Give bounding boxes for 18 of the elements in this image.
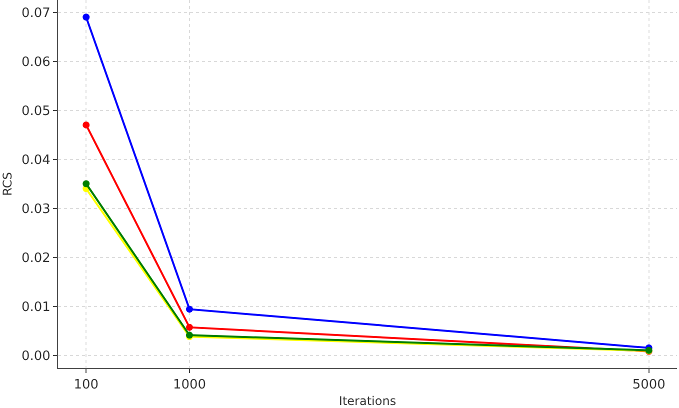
point [186,324,193,331]
point [186,306,193,313]
y-tick-label: 0.06 [21,54,50,70]
x-tick-label: 5000 [632,378,666,393]
point [82,14,90,21]
point [82,121,90,128]
x-tick-label: 100 [74,378,99,393]
y-tick-label: 0.04 [21,152,50,168]
x-tick-label: 1000 [172,378,206,393]
y-tick-label: 0.00 [21,348,50,364]
y-tick-label: 0.07 [21,6,50,21]
y-tick-label: 0.02 [21,250,50,266]
y-tick-label: 0.03 [21,202,50,217]
y-tick-label: 0.05 [21,104,50,119]
point [82,180,90,188]
x-axis-title: Iterations [338,394,396,408]
y-axis-title: RCS [0,172,15,196]
y-tick-label: 0.01 [21,300,50,315]
